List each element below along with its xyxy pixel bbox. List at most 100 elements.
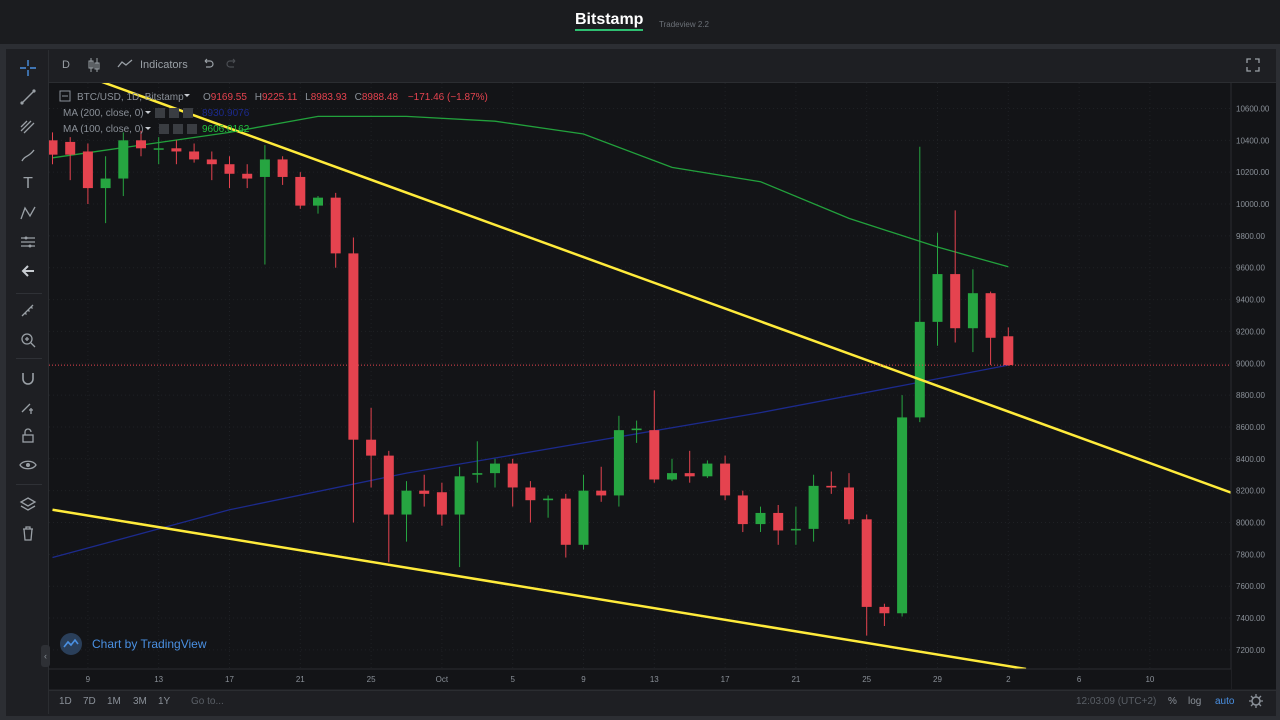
remove-icon[interactable]: [183, 108, 193, 118]
candle[interactable]: [543, 495, 554, 518]
candle[interactable]: [330, 192, 341, 268]
candle[interactable]: [454, 466, 465, 568]
candle[interactable]: [897, 395, 908, 617]
ma100-label[interactable]: MA (100, close, 0): [63, 124, 144, 135]
eye-icon[interactable]: [8, 452, 48, 478]
redo-icon[interactable]: [225, 57, 239, 74]
candle[interactable]: [436, 482, 447, 526]
interval-selector[interactable]: D: [62, 59, 70, 71]
candle[interactable]: [348, 237, 359, 523]
settings-icon[interactable]: [173, 124, 183, 134]
candle[interactable]: [65, 137, 76, 181]
trendline-lower[interactable]: [52, 508, 1027, 671]
candle[interactable]: [525, 481, 536, 523]
candle[interactable]: [507, 458, 518, 507]
candle[interactable]: [667, 458, 677, 482]
trash-icon[interactable]: [8, 520, 48, 546]
back-arrow-icon[interactable]: [8, 258, 48, 284]
symbol-label[interactable]: BTC/USD, 1D, Bitstamp: [77, 92, 184, 103]
chevron-down-icon[interactable]: [145, 111, 151, 114]
layers-icon[interactable]: [8, 491, 48, 517]
log-toggle[interactable]: log: [1188, 696, 1202, 707]
candle[interactable]: [383, 450, 394, 563]
candle[interactable]: [118, 132, 129, 197]
fullscreen-icon[interactable]: [1245, 57, 1261, 76]
candle[interactable]: [82, 143, 93, 205]
eye-toggle-icon[interactable]: [155, 108, 165, 118]
candle[interactable]: [950, 210, 961, 343]
candle[interactable]: [242, 164, 253, 189]
candle[interactable]: [613, 415, 624, 507]
candle[interactable]: [773, 504, 784, 545]
range-1d[interactable]: 1D: [59, 696, 72, 707]
pattern-tool-icon[interactable]: [8, 200, 48, 226]
candle[interactable]: [419, 474, 430, 507]
attribution-text[interactable]: Chart by TradingView: [92, 637, 207, 651]
magnet-icon[interactable]: [8, 365, 48, 391]
candle[interactable]: [206, 151, 217, 181]
settings-gear-icon[interactable]: [1249, 694, 1263, 711]
collapse-sidebar-tab[interactable]: ‹: [41, 645, 50, 667]
candle[interactable]: [490, 458, 500, 488]
candle[interactable]: [224, 156, 235, 189]
candle[interactable]: [136, 130, 146, 157]
percent-toggle[interactable]: %: [1168, 696, 1177, 707]
candle[interactable]: [1003, 327, 1014, 366]
undo-icon[interactable]: [201, 57, 215, 74]
candle[interactable]: [684, 450, 695, 483]
goto-button[interactable]: Go to...: [191, 696, 224, 707]
candle[interactable]: [932, 232, 943, 346]
trendline-upper[interactable]: [53, 83, 1275, 510]
candle[interactable]: [560, 493, 571, 558]
candle[interactable]: [720, 455, 731, 501]
candle[interactable]: [189, 143, 200, 163]
eye-toggle-icon[interactable]: [159, 124, 169, 134]
candle[interactable]: [259, 145, 270, 265]
candle[interactable]: [631, 420, 642, 443]
candle[interactable]: [808, 474, 819, 542]
candle[interactable]: [985, 291, 996, 365]
lock-icon[interactable]: [8, 423, 48, 449]
settings-icon[interactable]: [169, 108, 179, 118]
chevron-down-icon[interactable]: [184, 94, 190, 97]
price-chart[interactable]: 8988.48 7200.00 7400.00 7600.00 7800.00 8000…: [49, 83, 1276, 689]
range-1y[interactable]: 1Y: [158, 696, 171, 707]
range-3m[interactable]: 3M: [133, 696, 147, 707]
candle[interactable]: [861, 514, 872, 636]
collapse-legend-icon[interactable]: [59, 90, 71, 102]
auto-scale-toggle[interactable]: auto: [1215, 696, 1235, 707]
candle[interactable]: [100, 156, 111, 224]
candle[interactable]: [649, 390, 660, 483]
candle[interactable]: [472, 441, 483, 483]
candle[interactable]: [826, 471, 837, 494]
candle[interactable]: [578, 474, 589, 550]
candle[interactable]: [790, 506, 801, 545]
candle[interactable]: [596, 466, 607, 502]
candle[interactable]: [366, 407, 377, 488]
chevron-down-icon[interactable]: [145, 127, 151, 130]
prediction-tool-icon[interactable]: [8, 229, 48, 255]
indicators-button[interactable]: Indicators: [140, 59, 188, 71]
trendline-tool-icon[interactable]: [8, 84, 48, 110]
candle[interactable]: [844, 473, 854, 525]
text-tool-icon[interactable]: T: [23, 175, 33, 192]
range-7d[interactable]: 7D: [83, 696, 96, 707]
candle[interactable]: [967, 269, 978, 353]
candle[interactable]: [737, 490, 748, 533]
ma200-label[interactable]: MA (200, close, 0): [63, 108, 144, 119]
candle[interactable]: [401, 481, 412, 542]
candle[interactable]: [49, 132, 58, 165]
candle[interactable]: [295, 172, 306, 209]
crosshair-icon[interactable]: [8, 55, 48, 81]
candle[interactable]: [879, 603, 890, 627]
candle-style-icon[interactable]: [87, 57, 101, 76]
tradingview-attribution[interactable]: Chart by TradingView: [60, 633, 207, 655]
ruler-icon[interactable]: [8, 298, 48, 324]
zoom-in-icon[interactable]: [8, 327, 48, 353]
candle[interactable]: [171, 140, 182, 165]
candle[interactable]: [277, 156, 288, 185]
brush-tool-icon[interactable]: [8, 142, 48, 168]
candle[interactable]: [755, 506, 766, 533]
indicators-icon[interactable]: [117, 58, 133, 73]
pitchfork-tool-icon[interactable]: [8, 113, 48, 139]
